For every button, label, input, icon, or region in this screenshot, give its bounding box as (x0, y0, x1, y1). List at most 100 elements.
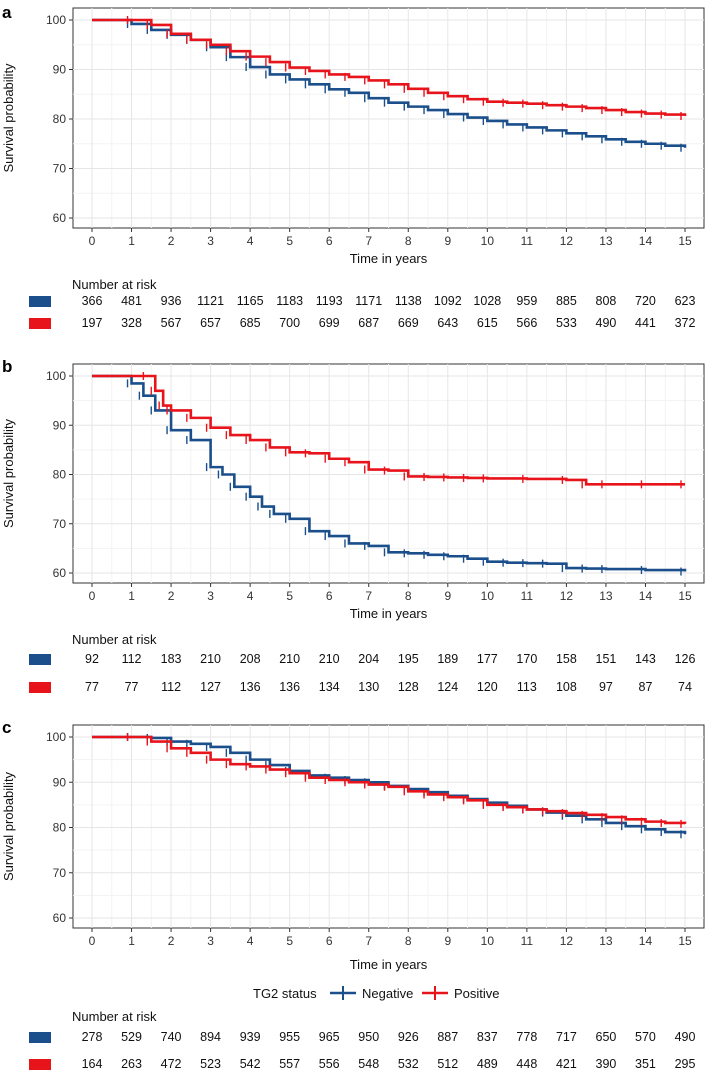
risk-value: 128 (398, 680, 419, 694)
risk-value: 657 (200, 316, 221, 330)
risk-value: 351 (635, 1057, 656, 1071)
x-tick-label: 11 (521, 234, 534, 248)
risk-value: 687 (358, 316, 379, 330)
risk-value: 700 (279, 316, 300, 330)
risk-value: 108 (556, 680, 577, 694)
risk-table-title: Number at risk (72, 632, 157, 647)
risk-value: 778 (516, 1030, 537, 1044)
x-tick-label: 13 (599, 234, 613, 248)
risk-value: 441 (635, 316, 656, 330)
risk-value: 77 (125, 680, 139, 694)
risk-value: 1092 (434, 294, 462, 308)
risk-value: 926 (398, 1030, 419, 1044)
legend-label-negative: Negative (362, 986, 413, 1001)
risk-value: 77 (85, 680, 99, 694)
x-tick-label: 14 (639, 934, 653, 948)
y-tick-label: 100 (46, 730, 66, 744)
risk-value: 263 (121, 1057, 142, 1071)
x-tick-label: 1 (128, 934, 135, 948)
x-tick-label: 7 (365, 934, 372, 948)
risk-value: 472 (161, 1057, 182, 1071)
y-tick-label: 90 (53, 418, 67, 432)
y-tick-label: 60 (53, 211, 67, 225)
risk-row-swatch-negative (29, 296, 51, 307)
risk-value: 112 (122, 652, 142, 666)
x-tick-label: 10 (481, 234, 495, 248)
y-tick-label: 80 (53, 821, 67, 835)
x-axis-label: Time in years (350, 251, 428, 266)
risk-value: 197 (82, 316, 103, 330)
series-line-positive (92, 374, 685, 486)
risk-row-swatch-positive (29, 318, 51, 329)
risk-value: 557 (279, 1057, 300, 1071)
risk-value: 177 (477, 652, 498, 666)
x-tick-label: 6 (326, 934, 333, 948)
risk-value: 130 (358, 680, 379, 694)
risk-value: 887 (437, 1030, 458, 1044)
x-tick-label: 6 (326, 589, 333, 603)
risk-value: 837 (477, 1030, 498, 1044)
risk-table-title: Number at risk (72, 277, 157, 292)
risk-value: 390 (596, 1057, 617, 1071)
risk-value: 623 (675, 294, 696, 308)
risk-value: 113 (517, 680, 537, 694)
risk-value: 195 (398, 652, 419, 666)
y-tick-label: 70 (53, 517, 67, 531)
risk-value: 669 (398, 316, 419, 330)
risk-value: 204 (358, 652, 379, 666)
x-tick-label: 5 (286, 589, 293, 603)
risk-value: 936 (161, 294, 182, 308)
x-tick-label: 10 (481, 589, 495, 603)
risk-value: 650 (596, 1030, 617, 1044)
risk-value: 533 (556, 316, 577, 330)
panel-letter: b (2, 357, 12, 376)
series-line-positive (92, 735, 687, 825)
x-tick-label: 4 (247, 234, 254, 248)
risk-value: 955 (279, 1030, 300, 1044)
risk-row-swatch-negative (29, 654, 51, 665)
legend-label-positive: Positive (454, 986, 500, 1001)
risk-value: 643 (437, 316, 458, 330)
risk-value: 170 (516, 652, 537, 666)
x-tick-label: 12 (560, 234, 574, 248)
panel-letter: a (2, 3, 12, 22)
risk-table-title: Number at risk (72, 1009, 157, 1024)
x-tick-label: 15 (678, 934, 692, 948)
x-tick-label: 14 (639, 589, 653, 603)
x-tick-label: 0 (89, 234, 96, 248)
risk-value: 120 (477, 680, 498, 694)
risk-value: 136 (279, 680, 300, 694)
risk-value: 124 (437, 680, 458, 694)
x-tick-label: 1 (128, 234, 135, 248)
risk-value: 489 (477, 1057, 498, 1071)
risk-value: 894 (200, 1030, 221, 1044)
x-tick-label: 12 (560, 934, 574, 948)
x-tick-label: 10 (481, 934, 495, 948)
risk-value: 885 (556, 294, 577, 308)
risk-value: 481 (121, 294, 142, 308)
risk-value: 164 (82, 1057, 103, 1071)
risk-value: 566 (516, 316, 537, 330)
y-tick-label: 70 (53, 162, 67, 176)
x-tick-label: 2 (168, 934, 175, 948)
risk-value: 567 (161, 316, 182, 330)
risk-value: 570 (635, 1030, 656, 1044)
risk-value: 134 (319, 680, 340, 694)
risk-value: 158 (556, 652, 577, 666)
risk-value: 208 (240, 652, 261, 666)
risk-value: 490 (675, 1030, 696, 1044)
risk-value: 92 (85, 652, 99, 666)
series-line-positive (92, 18, 687, 117)
x-tick-label: 12 (560, 589, 574, 603)
risk-value: 97 (599, 680, 613, 694)
risk-value: 112 (161, 680, 181, 694)
x-tick-label: 4 (247, 589, 254, 603)
y-tick-label: 100 (46, 369, 66, 383)
risk-value: 210 (319, 652, 340, 666)
x-tick-label: 3 (207, 589, 214, 603)
x-tick-label: 8 (405, 589, 412, 603)
risk-value: 295 (675, 1057, 696, 1071)
risk-value: 740 (161, 1030, 182, 1044)
y-tick-label: 70 (53, 866, 67, 880)
